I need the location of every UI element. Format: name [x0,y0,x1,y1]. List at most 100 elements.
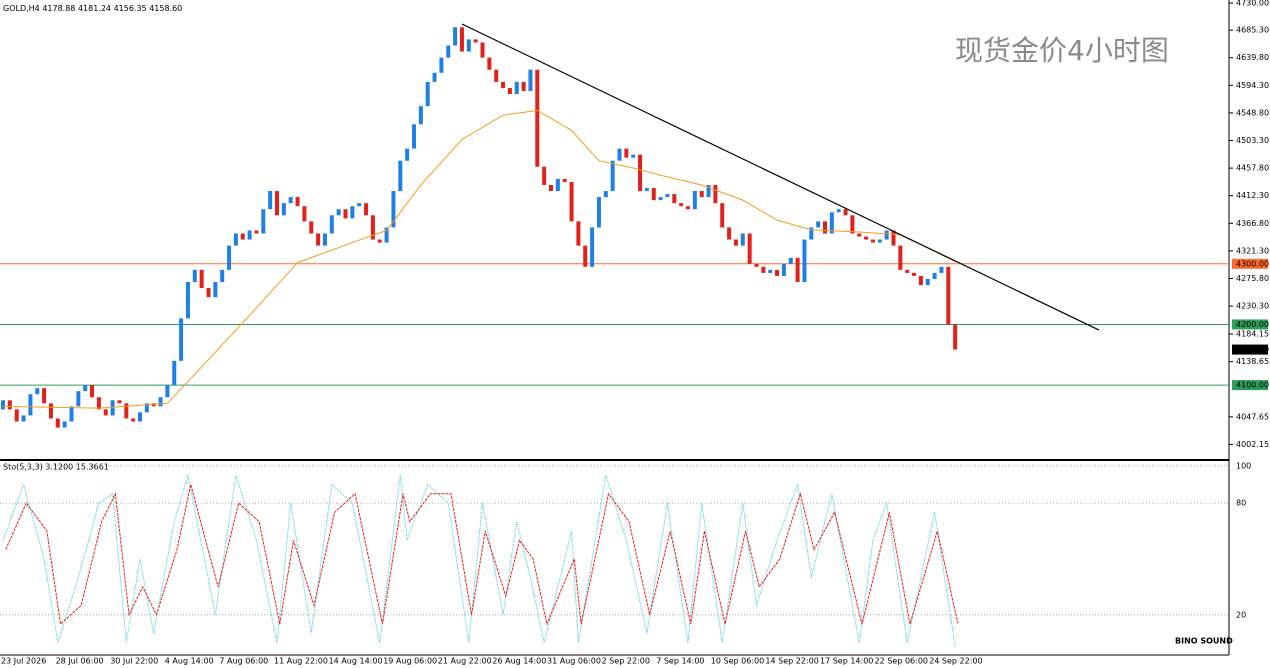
x-tick-label: 17 Sep 14:00 [820,657,873,666]
candle [185,282,190,319]
candle [912,272,917,276]
candle [35,388,40,395]
candle [425,81,430,107]
candle [809,227,814,240]
y-tick-label: 4138.65 [1236,357,1269,366]
candle [555,178,560,192]
candle [542,166,547,185]
candle [90,385,95,398]
candle [288,197,293,204]
watermark: 现货金价4小时图 [955,34,1169,67]
candle [473,39,478,43]
stoch-tick-label: 80 [1236,499,1246,508]
candle [816,221,821,228]
candle [775,269,780,276]
candle [336,209,341,216]
candle [857,233,862,237]
candle [898,245,903,270]
candle [439,57,444,73]
candle [514,81,519,95]
level-label: 4200.00 [1236,320,1269,329]
x-tick-label: 28 Jul 06:00 [56,657,104,666]
current-label: 4158.60 [1236,345,1269,354]
candle [658,197,663,201]
level-box [1232,319,1268,330]
symbol: GOLD,H4 4178.88 4181.24 4156.35 4158.60 [3,4,182,13]
x-tick-label: 31 Aug 06:00 [547,657,601,666]
x-tick-label: 4 Aug 14:00 [165,657,214,666]
current-box [1232,344,1268,355]
candle [295,197,300,207]
level-label: 4100.00 [1236,381,1269,390]
candle [322,233,327,246]
y-tick-label: 4047.65 [1236,412,1269,421]
x-tick-label: 11 Aug 22:00 [274,657,328,666]
x-tick-label: 26 Aug 14:00 [492,657,546,666]
candle [686,206,690,210]
candle [357,203,362,207]
candle [672,194,677,204]
candle [507,87,512,95]
candle [836,209,841,213]
y-tick-label: 4184.15 [1236,330,1269,339]
candle [521,81,526,91]
y-tick-label: 4366.80 [1236,219,1269,228]
candle [192,269,197,283]
candle [754,263,759,267]
candle [364,203,369,216]
candle [220,269,225,283]
candle [610,160,615,192]
candle [905,269,910,273]
candle [761,266,766,273]
candle [199,269,204,289]
candle [795,257,800,283]
candle [603,191,608,198]
candle [699,191,704,198]
candle [28,394,33,416]
candle [459,27,464,52]
candle [528,69,533,91]
candle [733,239,738,246]
y-tick-label: 4503.30 [1236,136,1269,145]
candle [932,272,937,279]
candle [453,27,458,46]
candle [240,233,245,240]
logo: BINO SOUND [1175,637,1233,646]
stoch-tick-label: 100 [1236,461,1251,470]
y-tick-label: 4002.15 [1236,440,1269,449]
candle [179,318,184,361]
candle [370,215,375,240]
candle [261,209,266,234]
candle [727,227,732,240]
candle [432,72,437,82]
candle [14,409,19,422]
candle [740,233,745,246]
candle [377,239,382,243]
y-tick-label: 4321.30 [1236,246,1269,255]
candle [617,148,622,161]
candle [487,57,492,70]
candle [275,191,279,216]
candle [398,160,403,192]
candle [850,215,855,234]
candle [768,269,773,273]
x-tick-label: 2 Sep 22:00 [602,657,650,666]
x-tick-label: 23 Jul 2026 [1,657,46,666]
x-tick-label: 21 Aug 22:00 [438,657,492,666]
candle [138,412,142,422]
candle [103,409,108,416]
trendline [461,23,1100,331]
candle [446,45,451,58]
candle [158,397,163,407]
candle [939,266,944,273]
candle [165,385,170,398]
candle [535,69,540,167]
candle [870,239,875,243]
x-tick-label: 14 Sep 22:00 [765,657,818,666]
candle [268,191,273,210]
candle [864,236,869,240]
y-tick-label: 4594.30 [1236,81,1269,90]
candle [590,227,595,267]
candle [418,106,423,125]
